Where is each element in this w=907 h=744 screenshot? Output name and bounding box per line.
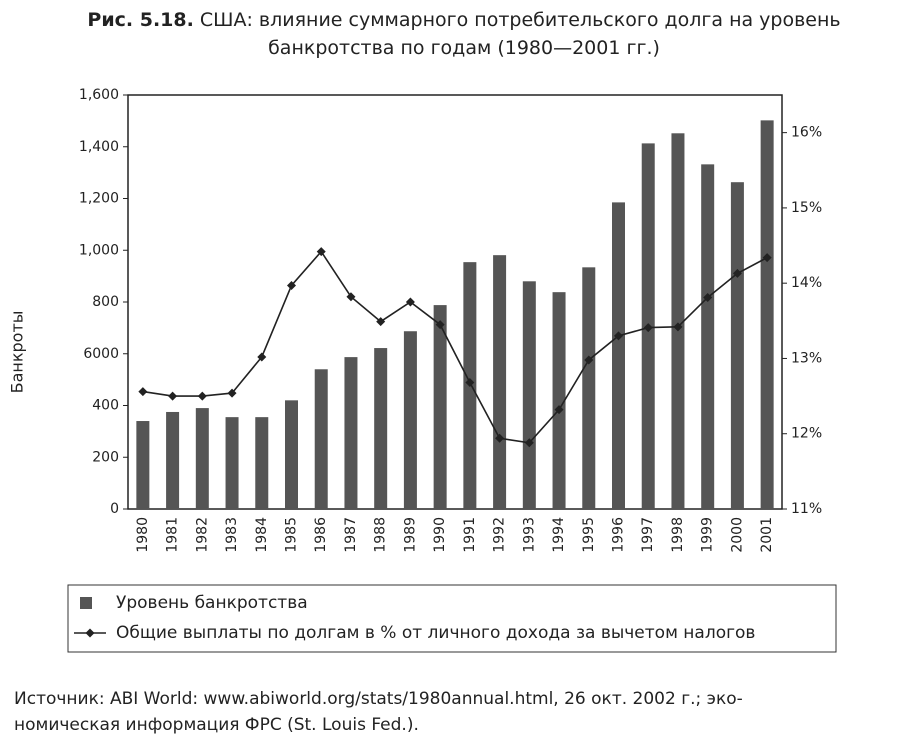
x-tick-label: 1993 (521, 517, 537, 553)
x-tick-label: 1984 (254, 517, 270, 553)
y-tick-label: 6000 (83, 346, 119, 362)
line-marker (673, 322, 683, 332)
y-tick-label: 1,400 (79, 139, 119, 155)
x-tick-label: 1987 (343, 517, 359, 553)
x-tick-label: 1988 (373, 517, 389, 553)
bar (225, 417, 239, 509)
line-marker (762, 253, 772, 263)
bar (760, 120, 774, 510)
bar (136, 421, 150, 509)
x-tick-label: 1994 (551, 517, 567, 553)
title-line: банкротства по годам (1980—2001 гг.) (268, 37, 660, 59)
bar (403, 331, 417, 509)
y2-tick-label: 11% (791, 501, 822, 517)
line-marker (257, 352, 267, 362)
legend-swatch (85, 628, 95, 638)
y-tick-label: 400 (92, 398, 119, 414)
legend-swatch (80, 597, 92, 609)
line-marker (435, 320, 445, 330)
x-tick-label: 1981 (165, 517, 181, 553)
line-marker (138, 387, 148, 397)
bar (552, 292, 566, 509)
x-tick-label: 1998 (670, 517, 686, 553)
bar (314, 369, 328, 509)
y-tick-label: 1,000 (79, 242, 119, 258)
legend-label: Уровень банкротства (116, 593, 308, 613)
line-marker (495, 433, 505, 443)
y2-tick-label: 12% (791, 426, 822, 442)
source-line: номическая информация ФРС (St. Louis Fed… (14, 715, 419, 735)
y-tick-label: 800 (92, 294, 119, 310)
line-marker (227, 388, 237, 398)
x-tick-label: 1980 (135, 517, 151, 553)
x-tick-label: 2001 (759, 517, 775, 553)
line-marker (703, 292, 713, 302)
title-line: США: влияние суммарного потребительского… (200, 9, 841, 31)
bar (612, 202, 625, 509)
legend-label: Общие выплаты по долгам в % от личного д… (116, 623, 755, 643)
x-tick-label: 1989 (402, 517, 418, 553)
x-tick-label: 1999 (700, 517, 716, 553)
line-marker (197, 391, 207, 401)
line-marker (584, 355, 594, 365)
y2-tick-label: 14% (791, 275, 822, 291)
line (142, 250, 768, 444)
y-tick-label: 1,200 (79, 191, 119, 207)
bar (374, 348, 388, 509)
bar (493, 255, 507, 509)
bar (522, 281, 536, 509)
x-tick-label: 1995 (581, 517, 597, 553)
x-tick-label: 1982 (194, 517, 210, 553)
y2-tick-label: 16% (791, 125, 822, 141)
x-tick-label: 1986 (313, 517, 329, 553)
bar (582, 267, 596, 509)
x-tick-label: 1997 (640, 517, 656, 553)
line-marker (287, 280, 296, 290)
line-marker (465, 378, 475, 388)
line-marker (732, 268, 742, 278)
y2-tick-label: 13% (791, 350, 822, 366)
line-marker (316, 247, 326, 257)
line-marker (346, 292, 356, 302)
bar (195, 408, 209, 509)
source-line: Источник: ABI World: www.abiworld.org/st… (14, 689, 743, 709)
line-marker (405, 297, 415, 307)
legend-box (67, 584, 837, 653)
figure-label: Рис. 5.18. (87, 9, 193, 31)
x-tick-label: 1991 (462, 517, 478, 553)
x-tick-label: 1992 (492, 517, 508, 553)
x-tick-label: 1996 (611, 517, 627, 553)
x-tick-label: 1990 (432, 517, 448, 553)
bar (255, 417, 269, 509)
line-marker (614, 331, 623, 341)
y-tick-label: 0 (110, 501, 119, 517)
bar (433, 305, 447, 509)
y-tick-label: 200 (92, 449, 119, 465)
chart-title: Рис. 5.18. США: влияние суммарного потре… (87, 9, 840, 31)
y-tick-label: 1,600 (79, 87, 119, 103)
line-marker (168, 391, 178, 401)
x-tick-label: 1983 (224, 517, 240, 553)
x-tick-label: 1985 (284, 517, 300, 553)
bar (701, 164, 715, 509)
line-marker (643, 323, 653, 333)
y2-tick-label: 15% (791, 200, 822, 216)
line-marker (554, 405, 564, 415)
x-tick-label: 2000 (729, 517, 745, 553)
bar (344, 357, 358, 509)
y-axis-label: Банкроты (8, 311, 27, 394)
bar (166, 411, 180, 509)
line-marker (524, 438, 534, 448)
line-marker (376, 317, 386, 327)
bar (671, 133, 685, 510)
bar (730, 182, 744, 510)
bar (285, 400, 298, 509)
